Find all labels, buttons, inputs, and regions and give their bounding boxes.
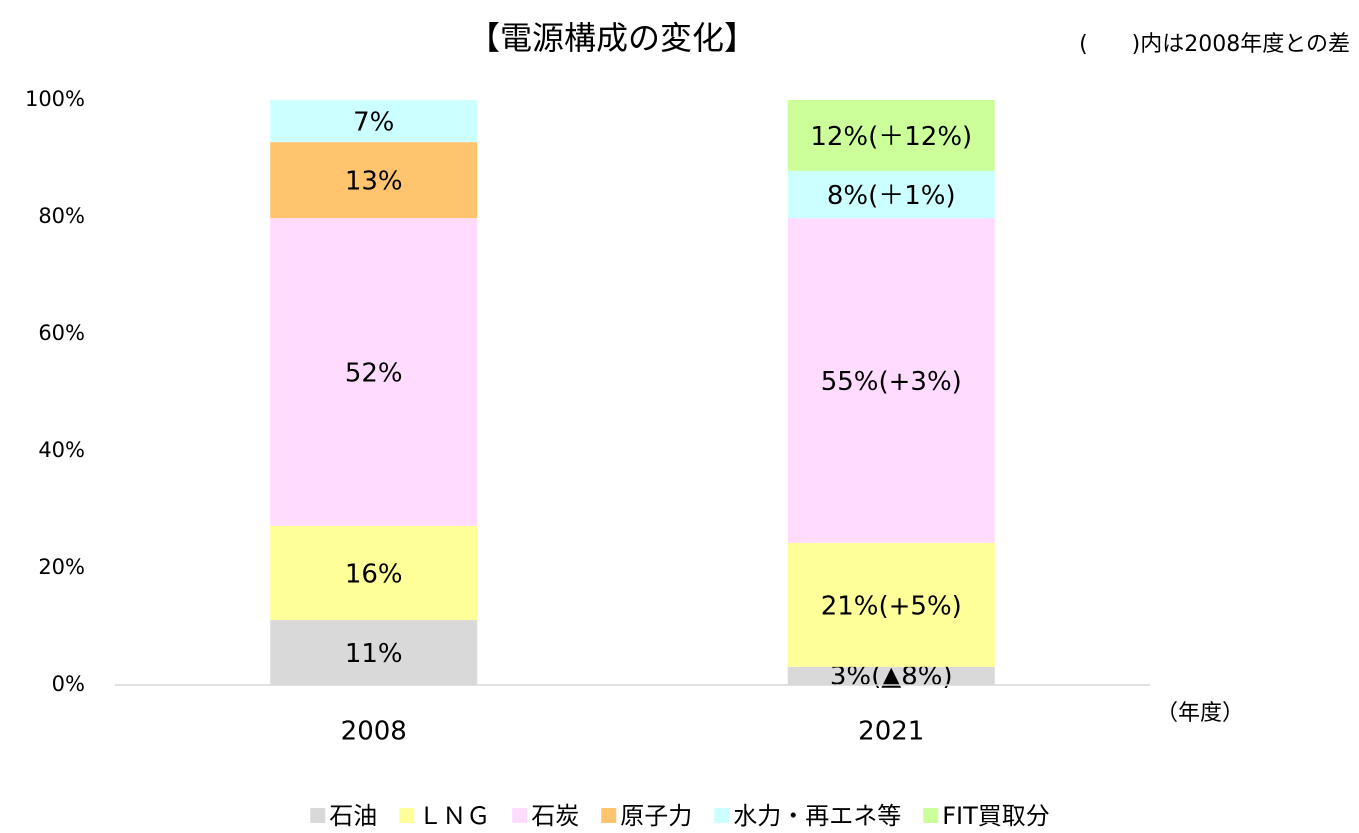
data-label: 55%(+3%) bbox=[821, 367, 962, 397]
legend-label: FIT買取分 bbox=[942, 802, 1050, 830]
bar-segment bbox=[787, 170, 995, 219]
y-tick-label: 100% bbox=[25, 87, 85, 111]
legend-label: 石炭 bbox=[531, 802, 579, 830]
legend-swatch bbox=[923, 808, 939, 823]
bar-segment bbox=[270, 142, 478, 219]
bar-segment bbox=[787, 666, 995, 685]
data-label: 52% bbox=[345, 359, 403, 389]
data-label: 16% bbox=[345, 559, 403, 589]
bar-segment bbox=[270, 100, 478, 143]
x-axis-label: （年度） bbox=[1156, 701, 1244, 726]
data-label: 8%(＋1%) bbox=[827, 181, 956, 211]
legend-label: 水力・再エネ等 bbox=[733, 802, 901, 830]
legend-swatch bbox=[601, 808, 617, 823]
legend-label: 石油 bbox=[329, 802, 377, 830]
data-label: 11% bbox=[345, 639, 403, 669]
legend-swatch bbox=[512, 808, 528, 823]
bar-segment bbox=[787, 542, 995, 667]
y-tick-label: 20% bbox=[38, 555, 85, 579]
legend-label: ＬＮＧ bbox=[418, 802, 490, 830]
y-tick-label: 60% bbox=[38, 321, 85, 345]
bar-segment bbox=[787, 100, 995, 171]
y-tick-label: 0% bbox=[52, 672, 85, 696]
bar-segment bbox=[787, 218, 995, 543]
bar-segment bbox=[270, 525, 478, 621]
x-tick-label: 2008 bbox=[341, 717, 407, 747]
chart-title: 【電源構成の変化】 bbox=[468, 19, 756, 57]
y-tick-label: 40% bbox=[38, 438, 85, 462]
legend-swatch bbox=[714, 808, 730, 823]
data-label: 12%(＋12%) bbox=[810, 122, 972, 152]
data-label: 13% bbox=[345, 167, 403, 197]
x-tick-label: 2021 bbox=[858, 717, 924, 747]
data-label: 21%(+5%) bbox=[821, 591, 962, 621]
y-tick-label: 80% bbox=[38, 204, 85, 228]
legend-swatch bbox=[310, 808, 326, 823]
legend-swatch bbox=[399, 808, 415, 823]
legend-label: 原子力 bbox=[620, 802, 692, 830]
data-label: 7% bbox=[353, 108, 394, 138]
bar-segment bbox=[270, 620, 478, 685]
annotation: ( )内は2008年度との差 bbox=[1079, 32, 1350, 57]
bar-segment bbox=[270, 218, 478, 526]
